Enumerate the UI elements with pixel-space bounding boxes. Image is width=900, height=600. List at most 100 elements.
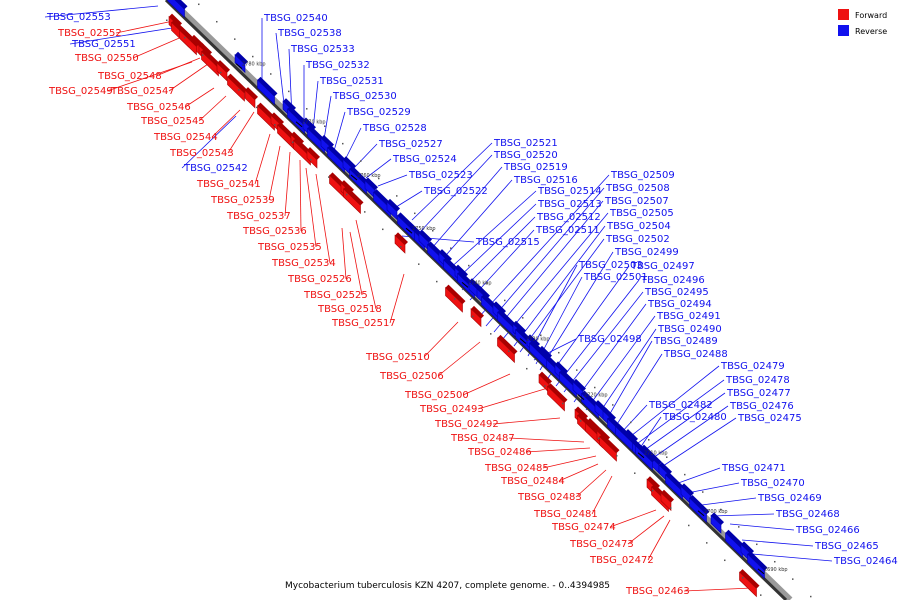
forward-leader-line xyxy=(299,159,302,232)
reverse-gene-body xyxy=(581,392,599,419)
reverse-gene-label: TBSG_02501 xyxy=(583,272,648,283)
density-mark xyxy=(684,473,686,476)
reverse-gene-top xyxy=(689,494,710,515)
reverse-gene-top xyxy=(497,309,518,329)
forward-gene-body xyxy=(394,234,406,254)
scale-tick-mark xyxy=(519,338,527,344)
reverse-leader-line xyxy=(377,174,408,187)
forward-gene-top xyxy=(291,131,304,145)
forward-gene-label: TBSG_02537 xyxy=(226,211,291,222)
reverse-gene-label: TBSG_02551 xyxy=(71,39,136,50)
reverse-gene-arrow xyxy=(234,51,248,74)
density-mark xyxy=(616,455,618,457)
reverse-gene-top xyxy=(529,340,550,360)
forward-gene-arrow xyxy=(739,569,760,598)
density-mark xyxy=(238,89,240,91)
density-mark xyxy=(234,38,236,40)
reverse-gene-label: TBSG_02498 xyxy=(577,334,642,345)
forward-gene-label: TBSG_02536 xyxy=(242,226,307,237)
forward-gene-top xyxy=(245,87,258,100)
reverse-gene-top xyxy=(477,285,490,299)
forward-leader-line xyxy=(349,231,363,296)
reverse-leader-line xyxy=(639,416,662,449)
scale-tick-label: 2730 kbp xyxy=(526,337,550,343)
forward-gene-label: TBSG_02474 xyxy=(551,522,616,533)
density-mark xyxy=(270,73,272,75)
forward-gene-top xyxy=(169,13,182,27)
reverse-gene-label: TBSG_02533 xyxy=(290,44,355,55)
reverse-gene-arrow xyxy=(257,76,278,106)
reverse-gene-top xyxy=(741,541,754,555)
density-mark xyxy=(418,263,420,265)
reverse-gene-label: TBSG_02523 xyxy=(408,170,473,181)
reverse-gene-label: TBSG_02490 xyxy=(657,324,722,335)
density-mark xyxy=(724,559,726,562)
reverse-gene-body xyxy=(386,201,398,221)
density-mark xyxy=(382,228,384,231)
forward-gene-label: TBSG_02472 xyxy=(589,555,654,566)
scale-tick-label: 2760 kbp xyxy=(357,173,381,179)
forward-gene-body xyxy=(179,29,197,56)
reverse-gene-top xyxy=(257,76,278,97)
forward-gene-arrow xyxy=(306,147,320,169)
forward-gene-top xyxy=(199,42,212,56)
reverse-gene-body xyxy=(167,0,185,19)
density-mark xyxy=(436,280,438,283)
forward-gene-label: TBSG_02486 xyxy=(467,447,532,458)
density-mark xyxy=(630,421,632,424)
reverse-leader-line xyxy=(595,328,657,419)
density-mark xyxy=(760,594,762,596)
reverse-leader-line xyxy=(485,187,605,327)
reverse-gene-label: TBSG_02503 xyxy=(578,260,643,271)
reverse-leader-line xyxy=(711,513,775,517)
reverse-gene-top xyxy=(635,442,656,463)
reverse-leader-line xyxy=(365,158,392,179)
forward-gene-label: TBSG_02463 xyxy=(625,586,690,597)
forward-gene-arrow xyxy=(394,232,408,254)
forward-gene-label: TBSG_02534 xyxy=(271,258,336,269)
reverse-leader-line xyxy=(44,5,159,18)
forward-leader-line xyxy=(492,417,561,425)
reverse-gene-top xyxy=(493,301,506,315)
reverse-gene-label: TBSG_02527 xyxy=(378,139,443,150)
scale-tick-label: 2720 kbp xyxy=(584,393,608,399)
density-mark xyxy=(504,299,506,302)
legend: Forward Reverse xyxy=(838,9,887,36)
reverse-gene-top xyxy=(649,452,662,466)
forward-gene-top xyxy=(341,180,354,193)
forward-leader-line xyxy=(558,463,599,482)
forward-leader-line xyxy=(462,373,511,396)
scale-tick-mark xyxy=(405,227,413,234)
reverse-gene-arrow xyxy=(710,512,724,534)
reverse-gene-label: TBSG_02538 xyxy=(277,28,342,39)
reverse-gene-top xyxy=(387,198,400,212)
forward-gene-top xyxy=(201,48,222,68)
forward-gene-top xyxy=(547,383,568,403)
density-mark xyxy=(202,54,204,56)
reverse-gene-top xyxy=(513,320,526,334)
legend-swatch-forward xyxy=(838,9,849,20)
reverse-gene-label: TBSG_02542 xyxy=(183,163,248,174)
forward-gene-label: TBSG_02487 xyxy=(450,433,515,444)
reverse-gene-label: TBSG_02505 xyxy=(609,208,674,219)
reverse-gene-label: TBSG_02480 xyxy=(662,412,727,423)
reverse-leader-line xyxy=(555,279,640,387)
forward-gene-label: TBSG_02517 xyxy=(331,318,396,329)
forward-gene-top xyxy=(217,60,230,73)
forward-gene-label: TBSG_02500 xyxy=(404,390,469,401)
scale-tick-label: 2690 kbp xyxy=(764,567,788,573)
density-mark xyxy=(184,36,186,39)
forward-gene-label: TBSG_02552 xyxy=(57,28,122,39)
forward-gene-arrow xyxy=(547,383,568,412)
reverse-leader-line xyxy=(447,190,537,271)
gene-arrows xyxy=(167,0,768,598)
forward-gene-arrow xyxy=(470,305,484,328)
forward-gene-arrow xyxy=(497,334,518,364)
legend-forward: Forward xyxy=(855,11,887,20)
reverse-leader-line xyxy=(343,127,362,163)
reverse-gene-label: TBSG_02489 xyxy=(653,336,718,347)
reverse-gene-label: TBSG_02513 xyxy=(537,199,602,210)
reverse-gene-label: TBSG_02470 xyxy=(740,478,805,489)
density-mark xyxy=(216,20,218,23)
